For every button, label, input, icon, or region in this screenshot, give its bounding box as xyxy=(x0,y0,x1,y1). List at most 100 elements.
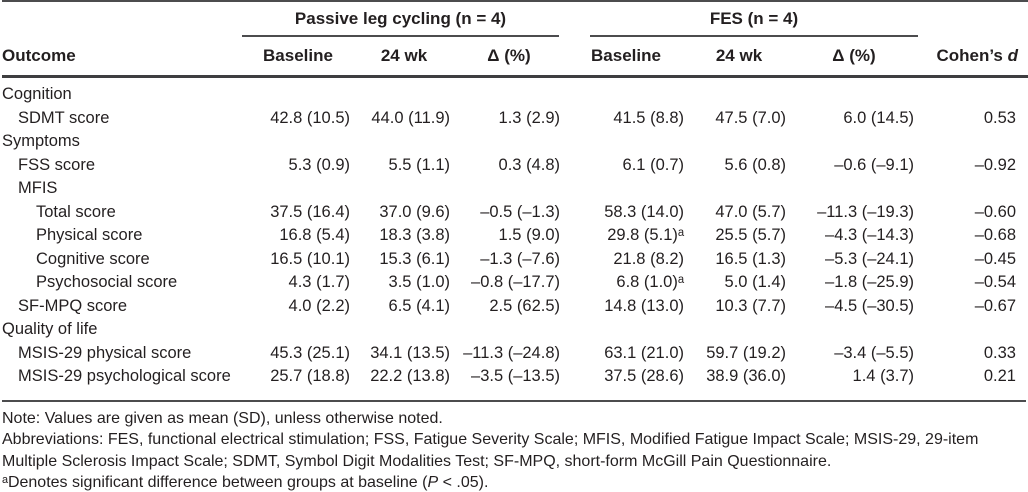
column-header-baseline-fes: Baseline xyxy=(564,37,688,78)
data-cell-24wk-fes: 16.5 (1.3) xyxy=(715,249,786,268)
data-cell-cohens-d: –0.68 xyxy=(974,226,1016,244)
data-cell-delta-passive xyxy=(454,77,564,107)
outcome-label: Cognition xyxy=(2,85,72,103)
data-cell-delta-passive: 1.3 (2.9) xyxy=(498,108,560,127)
table-row: Cognition xyxy=(2,77,1028,107)
data-cell-cohens-d: –0.54 xyxy=(974,273,1016,291)
data-cell-delta-fes: –11.3 (–19.3) xyxy=(817,202,914,221)
table-row: Physical score 16.8 (5.4) 18.3 (3.8) 1.5… xyxy=(2,224,1028,248)
outcome-label: Quality of life xyxy=(2,320,98,338)
outcome-label: FSS score xyxy=(18,155,96,174)
data-cell-baseline-passive xyxy=(242,177,354,201)
outcome-label: Psychosocial score xyxy=(36,273,178,291)
data-cell-baseline-passive: 45.3 (25.1) xyxy=(270,343,350,362)
data-cell-24wk-passive xyxy=(354,77,454,107)
outcome-cell: MSIS-29 psychological score xyxy=(2,365,242,389)
data-cell-24wk-passive: 37.0 (9.6) xyxy=(379,202,450,221)
data-cell-24wk-passive: 18.3 (3.8) xyxy=(379,226,450,244)
data-cell-baseline-fes: 6.1 (0.7) xyxy=(622,155,684,174)
footnote-marker: ᵃ xyxy=(2,474,8,491)
outcome-label: Physical score xyxy=(36,226,143,244)
outcome-label: MSIS-29 physical score xyxy=(18,343,192,362)
data-cell-24wk-fes xyxy=(688,77,790,107)
outcome-cell: MFIS xyxy=(2,177,242,201)
data-cell-baseline-fes xyxy=(564,177,688,201)
data-cell-baseline-passive: 4.0 (2.2) xyxy=(288,296,350,315)
data-cell-24wk-passive: 34.1 (13.5) xyxy=(370,343,450,362)
table-row: MSIS-29 physical score 45.3 (25.1) 34.1 … xyxy=(2,342,1028,366)
data-cell-24wk-passive xyxy=(354,318,454,342)
column-header-24wk-passive: 24 wk xyxy=(354,37,454,78)
data-cell-delta-passive: –0.8 (–17.7) xyxy=(471,273,560,291)
outcome-label: Symptoms xyxy=(2,132,80,150)
column-header-24wk-fes: 24 wk xyxy=(688,37,790,78)
data-cell-24wk-passive xyxy=(354,177,454,201)
data-cell-delta-fes: 1.4 (3.7) xyxy=(852,367,914,385)
data-cell-24wk-fes xyxy=(688,177,790,201)
column-header-baseline-passive: Baseline xyxy=(242,37,354,78)
data-cell-cohens-d: –0.92 xyxy=(974,155,1016,174)
data-cell-delta-passive: –0.5 (–1.3) xyxy=(480,202,560,221)
table-row: SDMT score 42.8 (10.5) 44.0 (11.9) 1.3 (… xyxy=(2,107,1028,131)
data-cell-baseline-passive xyxy=(242,318,354,342)
outcome-cell: Cognitive score xyxy=(2,248,242,272)
data-cell-baseline-passive: 16.5 (10.1) xyxy=(270,249,350,268)
data-cell-24wk-fes: 5.6 (0.8) xyxy=(724,155,786,174)
data-cell-baseline-fes: 37.5 (28.6) xyxy=(604,367,684,385)
data-cell-cohens-d: 0.21 xyxy=(983,367,1016,385)
data-cell-baseline-fes: 63.1 (21.0) xyxy=(604,343,684,362)
data-cell-delta-passive: 0.3 (4.8) xyxy=(498,155,560,174)
footnote-end: < .05). xyxy=(438,474,489,491)
outcomes-table: Passive leg cycling (n = 4) FES (n = 4) … xyxy=(2,0,1028,389)
data-cell-24wk-passive: 3.5 (1.0) xyxy=(388,273,450,291)
data-cell-24wk-fes: 38.9 (36.0) xyxy=(706,367,786,385)
abbreviations-line: Abbreviations: FES, functional electrica… xyxy=(2,431,979,470)
data-cell-cohens-d: –0.67 xyxy=(974,296,1016,315)
outcome-label: MSIS-29 psychological score xyxy=(18,367,231,385)
data-cell-delta-passive xyxy=(454,177,564,201)
data-cell-24wk-passive: 15.3 (6.1) xyxy=(379,249,450,268)
column-header-cohens-d: Cohen’s d xyxy=(918,37,1028,78)
data-cell-baseline-fes xyxy=(564,318,688,342)
cohens-d-prefix: Cohen’s xyxy=(936,46,1008,65)
data-cell-24wk-fes: 47.0 (5.7) xyxy=(715,202,786,221)
data-cell-baseline-fes xyxy=(564,77,688,107)
group-header-spacer-left xyxy=(2,1,242,37)
data-cell-24wk-fes: 5.0 (1.4) xyxy=(724,273,786,291)
data-cell-baseline-fes: 29.8 (5.1)ᵃ xyxy=(607,226,684,244)
data-cell-baseline-fes: 14.8 (13.0) xyxy=(604,296,684,315)
outcome-cell: Cognition xyxy=(2,77,242,107)
data-cell-delta-fes: –3.4 (–5.5) xyxy=(834,343,914,362)
column-header-row: Outcome Baseline 24 wk Δ (%) Baseline 24… xyxy=(2,37,1028,78)
data-cell-delta-passive: 2.5 (62.5) xyxy=(489,296,560,315)
data-cell-24wk-passive: 44.0 (11.9) xyxy=(371,108,450,127)
data-cell-baseline-fes xyxy=(564,130,688,154)
data-cell-delta-fes: –4.5 (–30.5) xyxy=(825,296,914,315)
data-cell-24wk-passive: 6.5 (4.1) xyxy=(388,296,450,315)
column-header-delta-passive: Δ (%) xyxy=(454,37,564,78)
data-cell-24wk-fes: 47.5 (7.0) xyxy=(715,108,786,127)
table-row: Total score 37.5 (16.4) 37.0 (9.6) –0.5 … xyxy=(2,201,1028,225)
data-cell-delta-fes: 6.0 (14.5) xyxy=(843,108,914,127)
data-cell-baseline-passive xyxy=(242,130,354,154)
data-cell-cohens-d xyxy=(918,77,1028,107)
column-header-outcome: Outcome xyxy=(2,37,242,78)
outcome-label: Cognitive score xyxy=(36,249,150,268)
data-cell-cohens-d: –0.60 xyxy=(974,202,1016,221)
data-cell-24wk-passive: 5.5 (1.1) xyxy=(388,155,450,174)
notes-divider-rule xyxy=(2,399,1026,402)
data-cell-delta-fes: –0.6 (–9.1) xyxy=(834,155,914,174)
outcome-cell: MSIS-29 physical score xyxy=(2,342,242,366)
footnote-p-symbol: P xyxy=(427,474,439,491)
data-cell-cohens-d xyxy=(918,177,1028,201)
data-cell-delta-fes: –4.3 (–14.3) xyxy=(825,226,914,244)
data-cell-baseline-fes: 41.5 (8.8) xyxy=(613,108,684,127)
data-cell-baseline-fes: 6.8 (1.0)ᵃ xyxy=(616,273,684,291)
footnote-text: Denotes significant difference between g… xyxy=(7,474,428,491)
table-body: Cognition SDMT score 42.8 (10.5) 44.0 (1… xyxy=(2,77,1028,389)
data-cell-24wk-passive xyxy=(354,130,454,154)
data-cell-delta-fes xyxy=(790,318,918,342)
table-header: Passive leg cycling (n = 4) FES (n = 4) … xyxy=(2,1,1028,78)
outcome-cell: SF-MPQ score xyxy=(2,295,242,319)
